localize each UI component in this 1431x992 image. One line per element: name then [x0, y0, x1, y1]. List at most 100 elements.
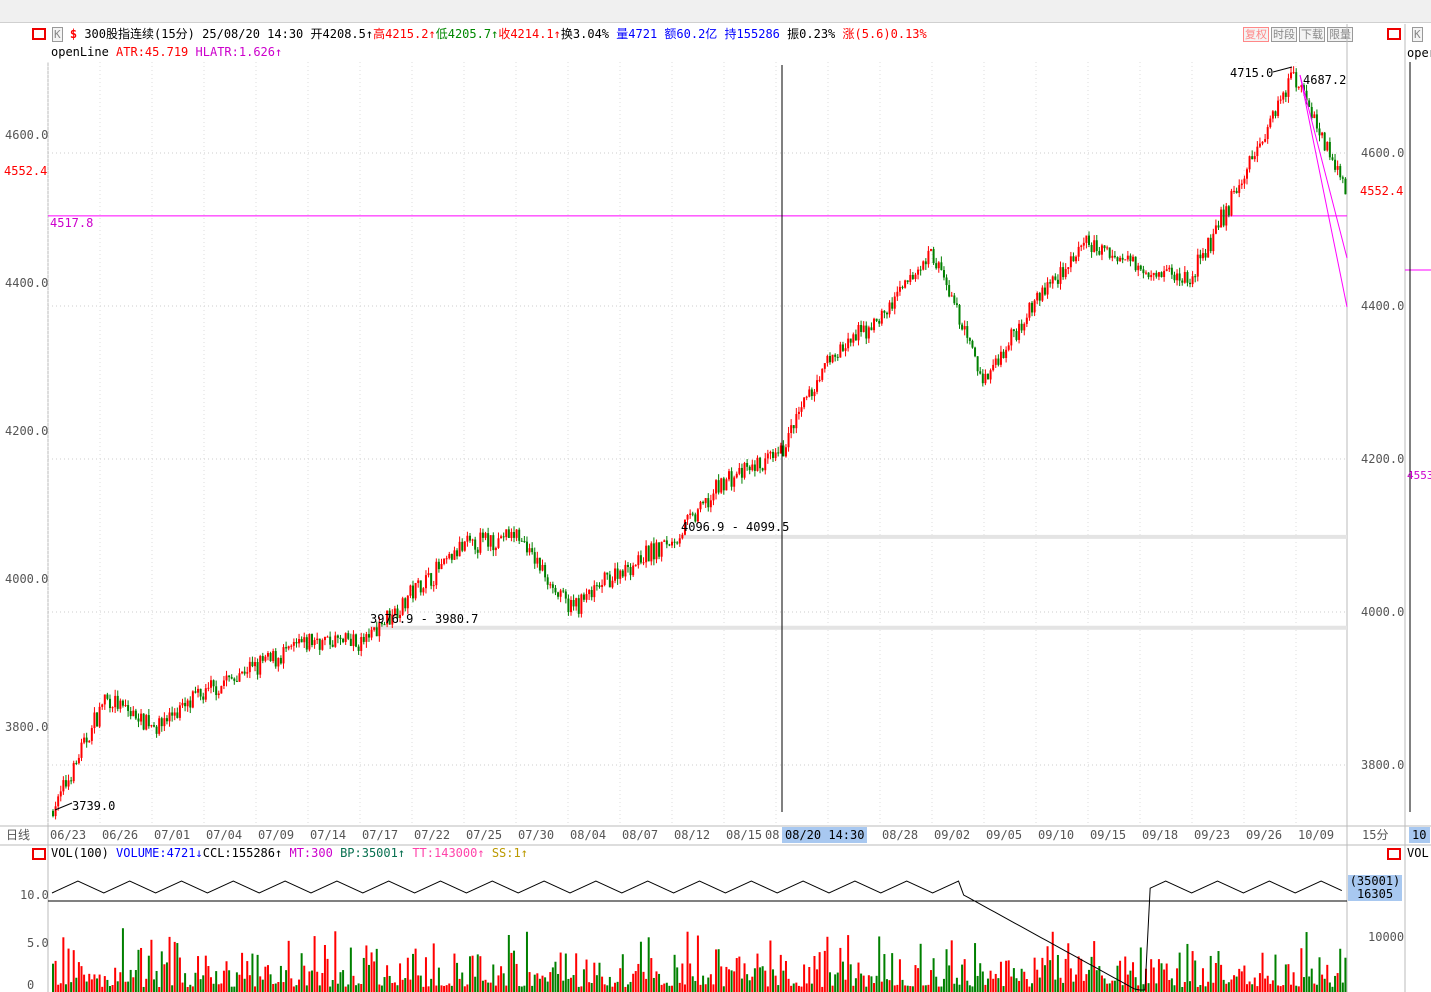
candle	[808, 389, 811, 397]
candle	[233, 678, 236, 681]
bp-readout: BP:35001	[340, 846, 398, 860]
candle	[976, 356, 979, 372]
down-arrow-icon: ↓	[195, 846, 203, 860]
volume-bar	[722, 986, 725, 992]
maximize-icon[interactable]	[32, 848, 46, 860]
volume-bar	[681, 963, 684, 992]
candle	[803, 397, 806, 408]
candle	[1113, 255, 1116, 258]
volume-bar	[1072, 981, 1075, 992]
candle	[165, 718, 168, 722]
candle	[64, 780, 67, 787]
vol-readout-2: 16305	[1356, 887, 1394, 901]
volume-bar	[862, 975, 865, 992]
candle	[580, 594, 583, 614]
volume-bar	[1245, 984, 1248, 992]
candle	[158, 718, 161, 734]
volume-bar	[336, 983, 339, 992]
candle	[176, 712, 179, 718]
volume-bar	[839, 947, 842, 992]
candle	[199, 688, 202, 697]
volume-bar	[898, 959, 901, 992]
volume-bar	[1266, 975, 1269, 992]
volume-bar	[137, 949, 140, 992]
volume-bar	[562, 980, 565, 992]
volume-bar	[826, 936, 829, 992]
candle	[290, 645, 293, 647]
volume-bar	[494, 985, 497, 992]
volume-bar	[1264, 978, 1267, 992]
period-label: 日线	[6, 828, 31, 842]
session-button[interactable]: 时段	[1271, 27, 1297, 42]
volume-bar	[601, 976, 604, 992]
maximize-icon[interactable]	[1387, 28, 1401, 40]
candle	[588, 589, 591, 595]
download-button[interactable]: 下载	[1299, 27, 1325, 42]
candle	[854, 334, 857, 341]
candle	[401, 598, 404, 615]
candle	[116, 695, 119, 709]
volume-bar	[1077, 956, 1080, 992]
volume-bar	[417, 975, 420, 992]
candle	[430, 573, 433, 586]
candle	[1279, 99, 1282, 101]
volume-bar	[642, 971, 645, 992]
maximize-icon[interactable]	[1387, 848, 1401, 860]
candle	[339, 637, 342, 639]
candle	[950, 295, 953, 297]
volume-bar	[660, 984, 663, 992]
volume-bar	[976, 975, 979, 992]
volume-bar	[142, 986, 145, 992]
volume-bar	[686, 931, 689, 992]
candle	[266, 653, 269, 657]
candle	[533, 552, 536, 564]
candle	[645, 545, 648, 563]
volume-bar	[676, 967, 679, 992]
volume-bar	[98, 974, 101, 992]
candle	[797, 411, 800, 415]
volume-bar	[1269, 983, 1272, 992]
current-price-left: 4552.4	[4, 164, 48, 178]
volume-bar	[466, 984, 469, 992]
volume-bar	[1308, 976, 1311, 992]
candle	[676, 542, 679, 544]
candle	[1194, 276, 1197, 278]
period-selector[interactable]: 15分	[1362, 828, 1389, 842]
candle	[870, 327, 873, 331]
volume-bar	[1295, 985, 1298, 992]
candle	[153, 725, 156, 727]
volume-bar	[1108, 983, 1111, 992]
volume-bar	[1243, 965, 1246, 992]
candle	[766, 453, 769, 459]
volume-bar	[1196, 986, 1199, 992]
volume-bar	[83, 974, 86, 992]
volume-bar	[1129, 970, 1132, 992]
adjust-button[interactable]: 复权	[1243, 27, 1269, 42]
volume-bar	[481, 980, 484, 992]
volume-bar	[64, 984, 67, 992]
candle	[924, 261, 927, 265]
candle	[937, 262, 940, 269]
candle	[1339, 166, 1342, 178]
candle	[399, 614, 402, 619]
right-period-box[interactable]: 10	[1409, 827, 1430, 843]
volume-bar	[875, 975, 878, 992]
volume-bar	[841, 961, 844, 992]
candle	[606, 572, 609, 575]
kline-button[interactable]: K	[1412, 27, 1423, 42]
kline-button[interactable]: K	[52, 27, 63, 42]
candle	[163, 718, 166, 727]
candle	[528, 548, 531, 553]
volume-bar	[1088, 969, 1090, 992]
candle	[883, 310, 886, 313]
volume-bar	[404, 978, 407, 992]
volume-bar	[1310, 968, 1313, 992]
volume-bar	[1302, 977, 1305, 992]
candle	[93, 712, 96, 729]
candle	[412, 585, 415, 599]
maximize-icon[interactable]	[32, 28, 46, 40]
volume-bar	[1142, 984, 1145, 992]
volume-bar	[1256, 986, 1259, 992]
volume-bar	[536, 973, 539, 992]
